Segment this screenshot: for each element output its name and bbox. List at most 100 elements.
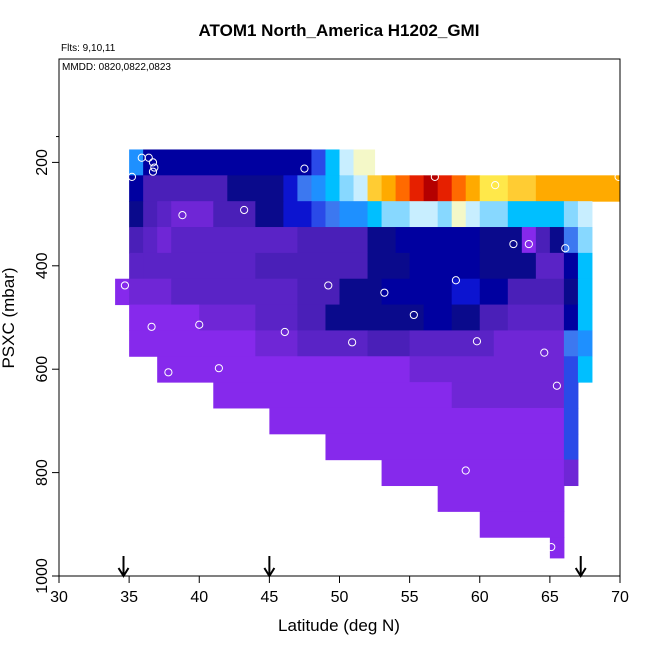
sample-point-11 (214, 364, 223, 373)
sample-point-27 (561, 244, 570, 253)
x-tick-label-3: 45 (260, 589, 278, 606)
sample-point-16 (348, 338, 357, 347)
heatmap-cell-0-3 (325, 149, 340, 176)
y-tick-label-2: 600 (34, 356, 51, 383)
heatmap-cell-5-10 (577, 278, 593, 306)
heatmap-cell-5-9 (563, 278, 579, 306)
sample-point-19 (430, 172, 439, 181)
heatmap-cell-1-2 (227, 175, 284, 202)
heatmap-cell-7-3 (367, 330, 411, 357)
heatmap-cell-3-11 (563, 227, 579, 254)
sample-point-2 (144, 153, 153, 162)
heatmap-cell-5-6 (451, 278, 481, 306)
heatmap-cell-8-1 (409, 356, 565, 383)
heatmap-cell-2-3 (171, 201, 214, 228)
sample-point-28 (547, 542, 556, 552)
heatmap-cell-10-1 (339, 407, 565, 435)
y-tick-label-0: 200 (34, 149, 51, 176)
heatmap-cell-12-1 (563, 459, 579, 487)
heatmap-cell-9-2 (563, 382, 579, 409)
heatmap-cell-3-0 (129, 227, 144, 254)
heatmap-cell-0-5 (353, 149, 376, 176)
heatmap-cell-1-15 (451, 175, 467, 202)
sample-point-20 (451, 276, 461, 285)
sample-point-30 (614, 172, 623, 181)
sample-point-26 (552, 381, 561, 390)
heatmap-cell-6-1 (199, 304, 256, 331)
heatmap-cell-2-17 (507, 201, 565, 228)
sample-point-25 (540, 348, 549, 357)
heatmap-cell-6-10 (577, 304, 593, 331)
heatmap-cell-1-12 (409, 175, 425, 202)
heatmap-cell-4-6 (535, 252, 565, 280)
sample-point-13 (280, 327, 289, 337)
heatmap-cell-2-10 (367, 201, 383, 228)
flight-arrows (117, 556, 587, 578)
x-axis: 30 35 40 45 50 55 60 65 70 (50, 576, 629, 606)
heatmap-cell-5-2 (171, 278, 298, 306)
heatmap-cell-14-0 (479, 511, 565, 538)
heatmap-cell-10-2 (563, 407, 579, 435)
heatmap-cell-2-12 (409, 201, 439, 228)
heatmap-cell-2-8 (325, 201, 340, 228)
heatmap-cell-7-2 (297, 330, 369, 357)
heatmap-cell-8-2 (563, 356, 579, 383)
y-tick-label-1: 400 (34, 252, 51, 279)
heatmap-cell-3-10 (549, 227, 565, 254)
x-tick-label-0: 30 (50, 589, 68, 606)
heatmap-cell-7-1 (255, 330, 298, 357)
sample-point-10 (195, 320, 204, 329)
heatmap-cell-11-1 (563, 433, 579, 461)
heatmap-cell-7-5 (493, 330, 565, 357)
heatmap-cell-13-0 (437, 485, 565, 512)
heatmap-cell-2-4 (213, 201, 256, 228)
heatmap-cell-6-5 (423, 304, 453, 331)
heatmap-cell-8-3 (577, 356, 593, 383)
heatmap-cell-3-3 (171, 227, 298, 254)
heatmap-cell-2-15 (465, 201, 481, 228)
heatmap-cell-2-6 (283, 201, 312, 228)
heatmap-cell-7-6 (563, 330, 579, 357)
heatmap-cell-3-12 (577, 227, 593, 254)
heatmap-cell-2-7 (311, 201, 326, 228)
heatmap-cell-9-0 (213, 382, 453, 409)
heatmap-cell-6-9 (563, 304, 579, 331)
chart-title: ATOM1 North_America H1202_GMI (199, 21, 480, 40)
heatmap-cell-0-0 (129, 149, 144, 176)
heatmap-cell-4-3 (367, 252, 411, 280)
x-tick-label-4: 50 (331, 589, 349, 606)
x-tick-label-6: 60 (471, 589, 489, 606)
sample-point-0 (127, 172, 137, 181)
heatmap-cell-4-1 (143, 252, 256, 280)
heatmap-cell-12-0 (381, 459, 565, 487)
heatmap-cell-1-9 (367, 175, 383, 202)
heatmap-cell-8-0 (157, 356, 411, 383)
heatmap-cell-2-11 (381, 201, 411, 228)
heatmap-cell-3-1 (143, 227, 158, 254)
heatmap-cell-6-3 (297, 304, 326, 331)
x-tick-label-7: 65 (541, 589, 559, 606)
heatmap-cell-2-9 (339, 201, 369, 228)
heatmap-cell-1-1 (143, 175, 228, 202)
heatmap-cell-6-0 (129, 304, 200, 331)
heatmap-cell-3-7 (479, 227, 523, 254)
heatmap-cell-4-0 (129, 252, 144, 280)
heatmap-cell-6-2 (255, 304, 298, 331)
sample-point-7 (147, 322, 156, 331)
down-arrow-icon-0 (117, 556, 130, 578)
heatmap-cell-1-11 (395, 175, 411, 202)
heatmap-cell-2-1 (143, 201, 158, 228)
heatmap-cell-6-4 (325, 304, 425, 331)
down-arrow-icon-2 (574, 556, 587, 578)
heatmap-cell-1-8 (353, 175, 369, 202)
heatmap-cell-2-14 (451, 201, 467, 228)
flights-note: Flts: 9,10,11 (61, 43, 116, 54)
x-tick-label-2: 40 (190, 589, 208, 606)
sample-point-4 (150, 163, 159, 172)
heatmap-cell-4-4 (409, 252, 481, 280)
heatmap-cell-1-5 (311, 175, 326, 202)
y-axis: 200 400 600 800 1000 (34, 136, 59, 594)
sample-point-29 (461, 466, 470, 475)
heatmap-cell-1-16 (465, 175, 481, 202)
heatmap-cell-10-0 (269, 407, 340, 435)
